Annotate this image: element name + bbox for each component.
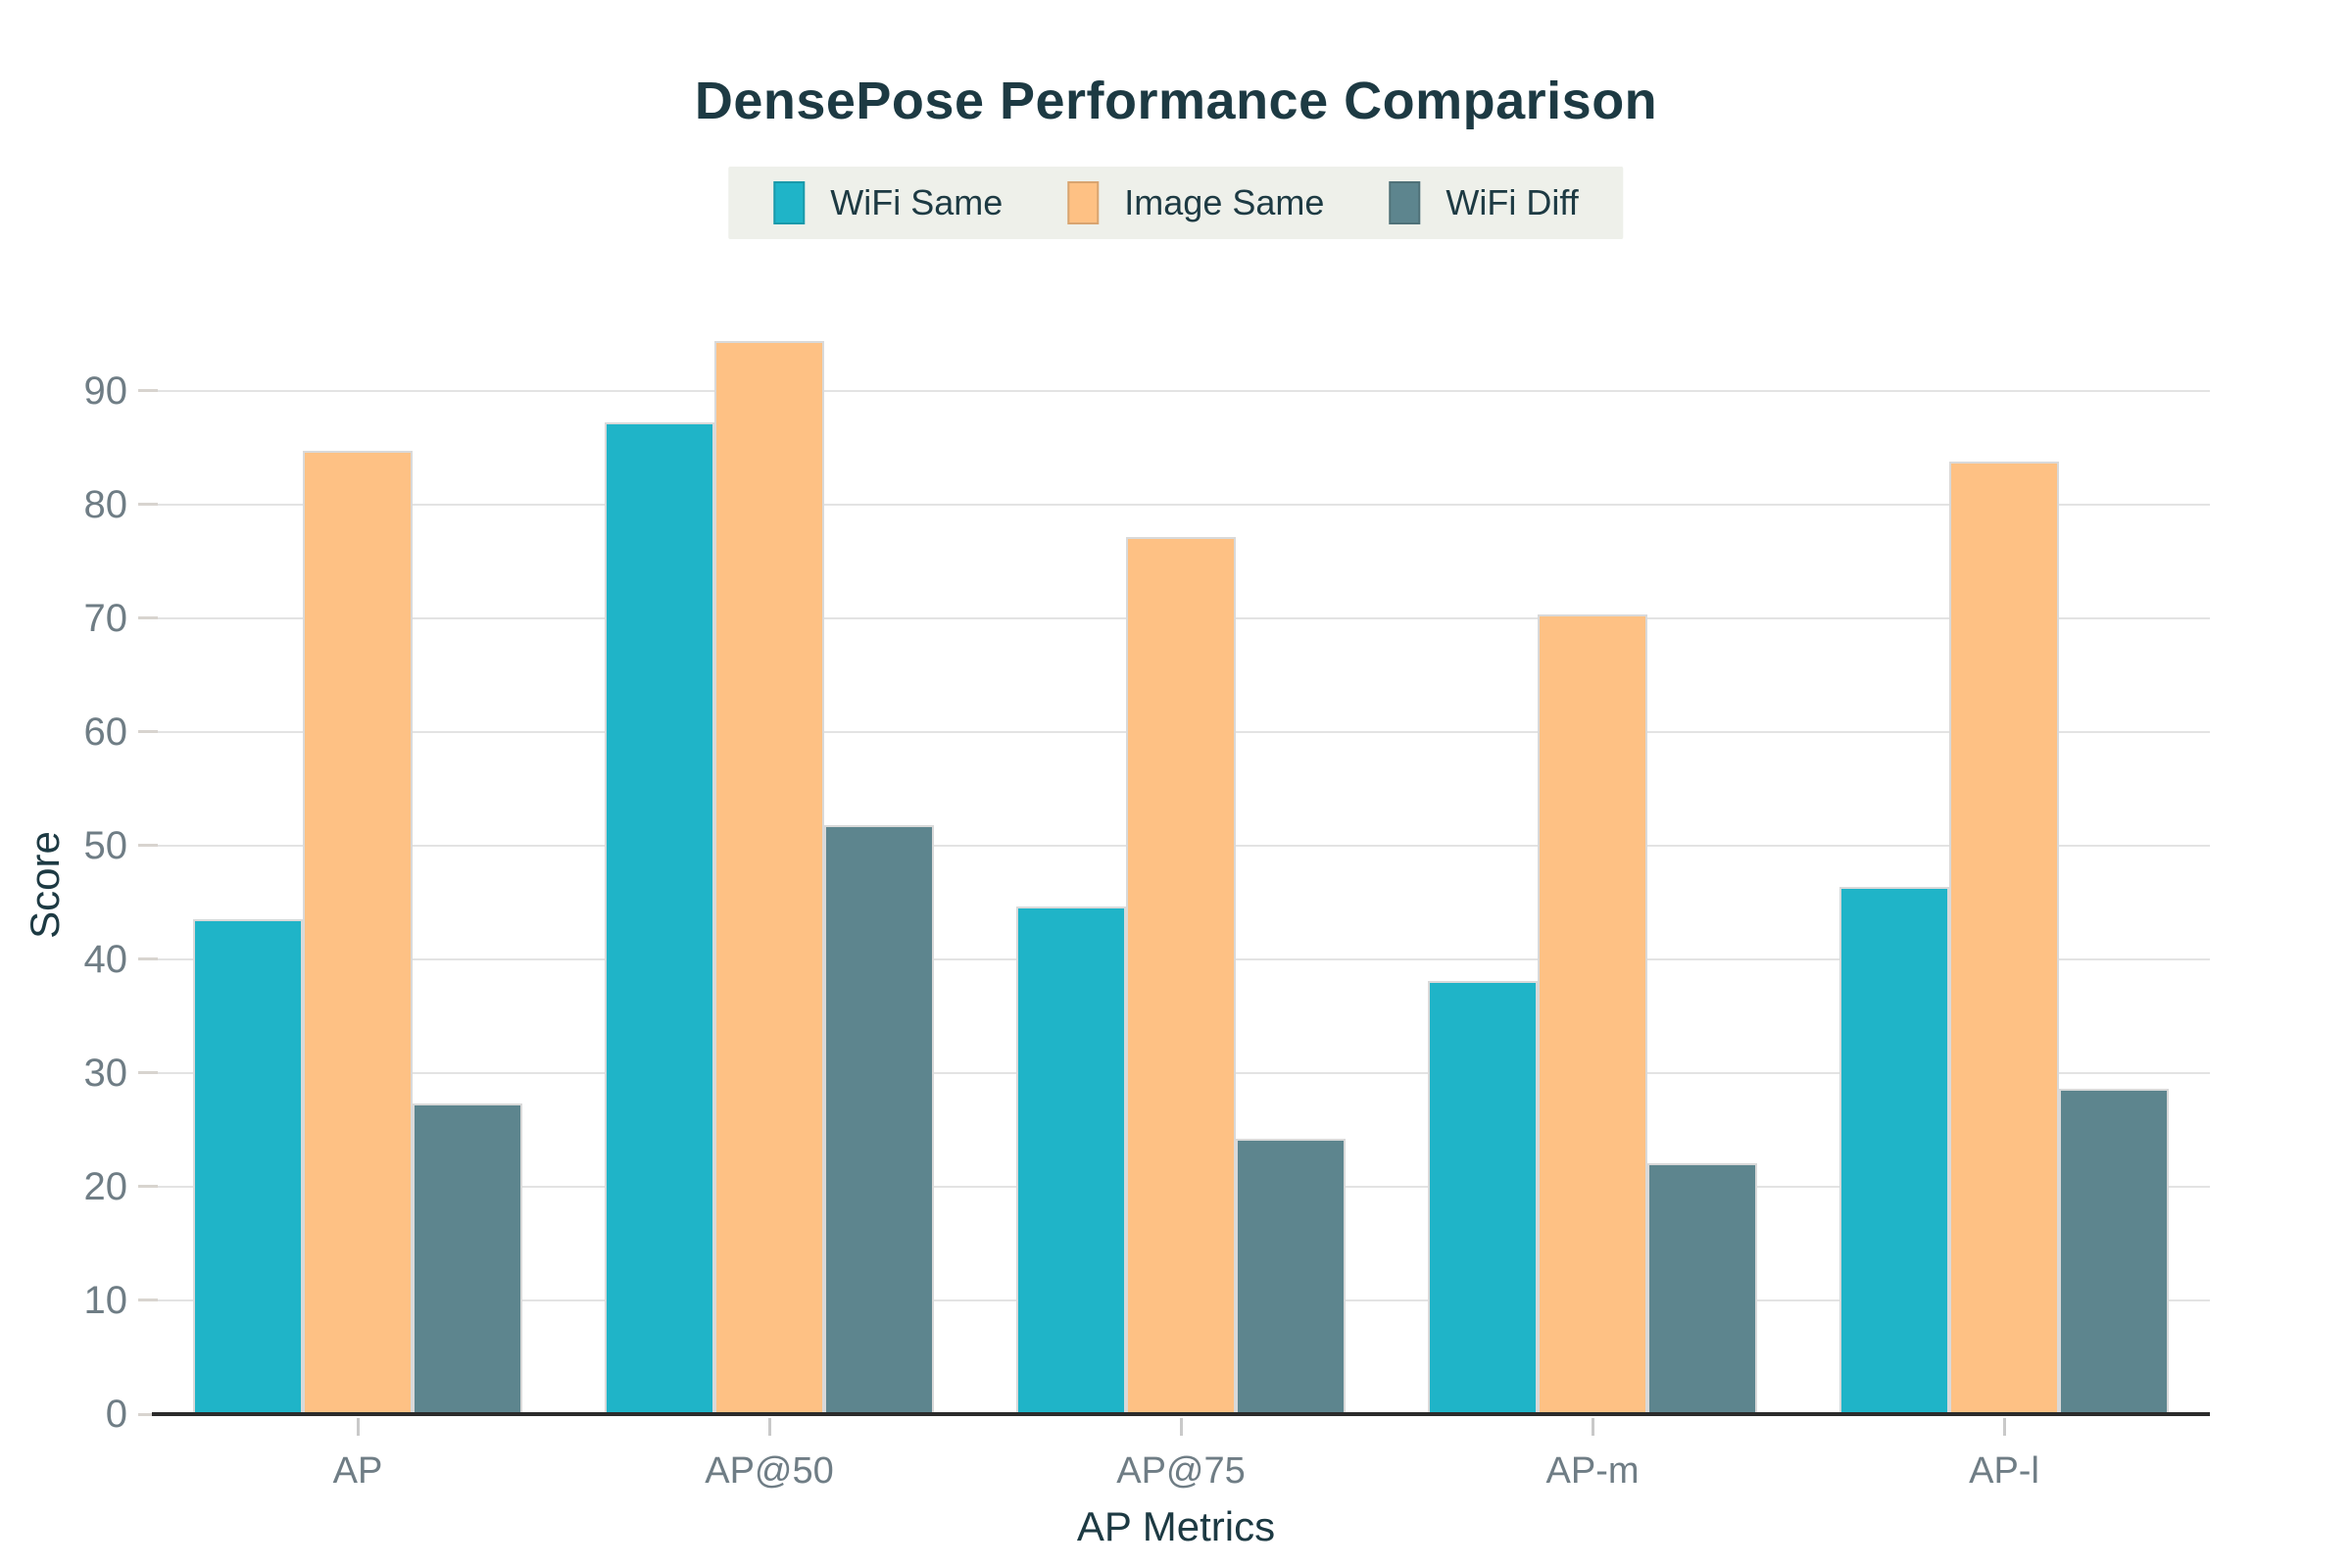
bar-image-same-ap-50 [714,340,824,1414]
legend-item-wifi-diff: WiFi Diff [1389,181,1579,224]
chart-title: DensePose Performance Comparison [694,72,1658,130]
y-tick-label: 80 [83,482,128,526]
bar-image-same-ap [303,451,413,1414]
x-tick-mark [767,1418,771,1436]
y-tick-label: 70 [83,596,128,640]
x-tick-mark [1179,1418,1183,1436]
y-tick-label: 90 [83,368,128,413]
legend-swatch-icon [773,181,806,224]
legend-swatch-icon [1067,181,1100,224]
bar-wifi-diff-ap-m [1647,1162,1757,1414]
y-tick-label: 0 [105,1393,127,1436]
y-tick-mark [138,1185,158,1189]
bar-wifi-diff-ap-75 [1236,1139,1346,1414]
y-axis-title: Score [22,831,68,939]
y-tick-label: 10 [83,1278,128,1322]
gridline [152,389,2210,392]
y-tick-mark [138,1412,158,1416]
x-tick-label: AP-m [1545,1450,1640,1492]
bar-wifi-diff-ap-50 [824,824,934,1414]
y-tick-label: 40 [83,937,128,981]
x-tick-label: AP [332,1450,383,1492]
bar-image-same-ap-75 [1126,537,1236,1414]
bar-wifi-diff-ap [413,1103,522,1414]
y-tick-label: 60 [83,710,128,754]
x-tick-mark [1591,1418,1594,1436]
x-tick-label: AP-l [1969,1450,2039,1492]
legend-item-label: WiFi Same [830,182,1004,222]
y-tick-label: 30 [83,1051,128,1095]
x-axis-title: AP Metrics [1076,1503,1276,1549]
y-tick-mark [138,503,158,507]
bar-wifi-same-ap-50 [605,422,714,1414]
bar-image-same-ap-l [1949,461,2059,1414]
x-tick-label: AP@50 [705,1450,834,1492]
bar-wifi-same-ap-l [1839,886,1949,1414]
y-tick-mark [138,1071,158,1075]
y-tick-mark [138,616,158,620]
x-axis-line [152,1412,2210,1416]
y-tick-label: 20 [83,1164,128,1208]
x-tick-mark [2002,1418,2006,1436]
bar-image-same-ap-m [1538,614,1647,1414]
legend-item-label: Image Same [1124,182,1325,222]
y-tick-mark [138,1298,158,1302]
y-tick-mark [138,730,158,734]
legend-item-wifi-same: WiFi Same [773,181,1003,224]
legend-swatch-icon [1389,181,1421,224]
bar-wifi-diff-ap-l [2059,1089,2169,1414]
y-tick-mark [138,844,158,848]
x-tick-mark [356,1418,360,1436]
y-tick-mark [138,389,158,393]
chart-legend: WiFi Same Image Same WiFi Diff [728,167,1624,239]
legend-item-image-same: Image Same [1067,181,1324,224]
bar-wifi-same-ap [193,919,303,1414]
y-tick-mark [138,957,158,961]
x-tick-label: AP@75 [1116,1450,1246,1492]
bar-wifi-same-ap-m [1428,980,1538,1414]
y-tick-label: 50 [83,823,128,867]
bar-wifi-same-ap-75 [1016,906,1126,1414]
gridline [152,503,2210,506]
legend-item-label: WiFi Diff [1446,182,1579,222]
